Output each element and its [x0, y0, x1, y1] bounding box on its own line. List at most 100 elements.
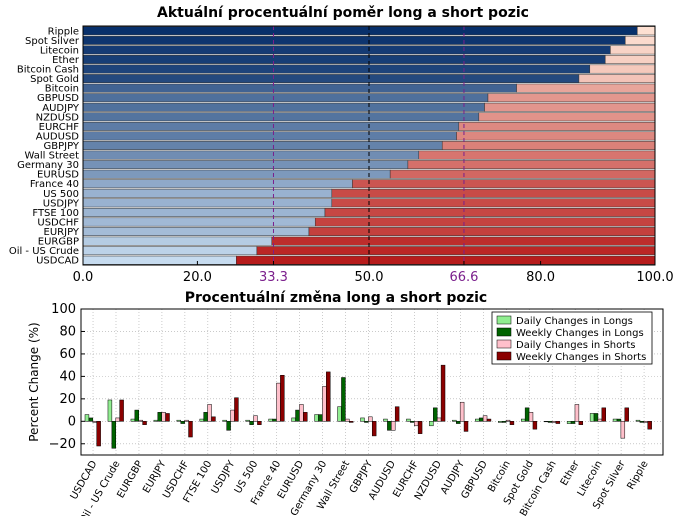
bar-long	[82, 102, 485, 112]
category-label: Ether	[52, 55, 80, 66]
bar-short	[331, 198, 656, 208]
legend-label: Weekly Changes in Shorts	[516, 352, 646, 363]
x-tick-label: 0.0	[73, 270, 94, 285]
bar-weekly-shorts	[394, 406, 400, 422]
bar-daily-longs	[543, 421, 549, 423]
category-label: France 40	[30, 179, 79, 190]
bar-daily-longs	[130, 418, 136, 422]
category-label: Germany 30	[17, 160, 79, 171]
legend-swatch	[496, 339, 512, 349]
bar-weekly-longs	[134, 409, 139, 422]
bar-weekly-shorts	[417, 421, 423, 434]
bar-short	[441, 141, 656, 150]
bar-long	[82, 246, 258, 256]
category-label: Ripple	[48, 26, 79, 37]
category-label: GBPUSD	[37, 93, 79, 104]
bar-weekly-longs	[157, 412, 162, 422]
bar-weekly-shorts	[486, 418, 492, 422]
bar-weekly-longs	[410, 421, 415, 423]
bar-long	[82, 35, 626, 45]
category-label: EURJPY	[44, 227, 80, 238]
category-label: US 500	[43, 189, 79, 200]
y-tick-label: 60	[59, 347, 76, 362]
x-tick-label: 80.0	[526, 270, 555, 285]
bar-daily-shorts	[391, 421, 396, 431]
bar-long	[82, 198, 333, 208]
category-label: EURUSD	[37, 170, 79, 181]
bar-daily-longs	[383, 418, 388, 422]
category-label: Wall Street	[25, 151, 80, 162]
bar-daily-shorts	[253, 415, 258, 422]
category-label: Bitcoin Cash	[17, 65, 79, 76]
bar-daily-longs	[566, 421, 572, 424]
bar-long	[82, 227, 310, 236]
bar-short	[637, 26, 656, 36]
bar-daily-longs	[612, 418, 618, 422]
x-tick-label: 66.6	[449, 270, 478, 285]
bar-long	[82, 169, 391, 179]
bar-weekly-longs	[616, 418, 622, 422]
bar-weekly-shorts	[257, 421, 262, 425]
bar-weekly-shorts	[326, 371, 331, 422]
bar-daily-shorts	[230, 409, 235, 422]
category-label: USDJPY	[43, 198, 80, 209]
bar-daily-longs	[589, 413, 595, 422]
bar-weekly-shorts	[211, 416, 216, 422]
bar-daily-longs	[406, 418, 411, 422]
bar-long	[82, 55, 606, 64]
category-label: Litecoin	[40, 45, 79, 56]
bar-weekly-shorts	[647, 421, 652, 430]
bar-daily-shorts	[597, 418, 603, 422]
bar-daily-longs	[291, 417, 296, 422]
bar-long	[82, 217, 316, 227]
bar-daily-shorts	[92, 421, 97, 423]
category-label: FTSE 100	[32, 208, 79, 219]
legend-label: Weekly Changes in Longs	[516, 328, 644, 339]
x-tick-label: 33.3	[259, 270, 288, 285]
bar-daily-longs	[153, 419, 159, 422]
bar-daily-shorts	[459, 401, 465, 422]
bar-daily-shorts	[299, 404, 304, 422]
bar-weekly-shorts	[371, 421, 377, 437]
bar-short	[308, 227, 656, 236]
bar-weekly-shorts	[234, 397, 239, 422]
category-label: Spot Silver	[25, 36, 80, 47]
x-category-label: Ripple	[625, 459, 650, 492]
bar-daily-shorts	[184, 419, 189, 422]
bar-weekly-longs	[180, 421, 185, 424]
bar-short	[331, 188, 656, 198]
bar-weekly-longs	[524, 407, 530, 422]
category-label: EURGBP	[38, 237, 79, 248]
bar-short	[604, 55, 656, 64]
bar-short	[389, 169, 656, 179]
bar-weekly-longs	[203, 412, 208, 422]
bar-short	[589, 64, 656, 74]
bar-weekly-shorts	[578, 421, 584, 425]
bar-daily-shorts	[413, 421, 419, 427]
bar-long	[82, 93, 489, 103]
bar-short	[256, 246, 656, 256]
bar-weekly-longs	[478, 417, 484, 422]
bar-short	[271, 236, 656, 246]
bar-weekly-longs	[226, 421, 231, 431]
chart1-title: Aktuální procentuální poměr long a short…	[157, 5, 529, 21]
bar-short	[478, 112, 656, 122]
bar-long	[82, 131, 457, 141]
bar-weekly-longs	[272, 418, 277, 422]
bar-long	[82, 26, 638, 36]
bar-long	[82, 188, 333, 198]
bar-daily-longs	[245, 419, 250, 422]
y-tick-label: −20	[49, 437, 76, 452]
bar-long	[82, 112, 480, 122]
bar-weekly-longs	[433, 407, 438, 422]
bar-weekly-shorts	[303, 412, 308, 422]
bar-long	[82, 160, 409, 170]
bar-daily-longs	[268, 418, 273, 422]
bar-long	[82, 74, 580, 84]
bar-long	[82, 236, 273, 246]
x-category-label: Ether	[559, 458, 582, 488]
bar-short	[418, 150, 656, 160]
bar-weekly-shorts	[280, 375, 285, 422]
